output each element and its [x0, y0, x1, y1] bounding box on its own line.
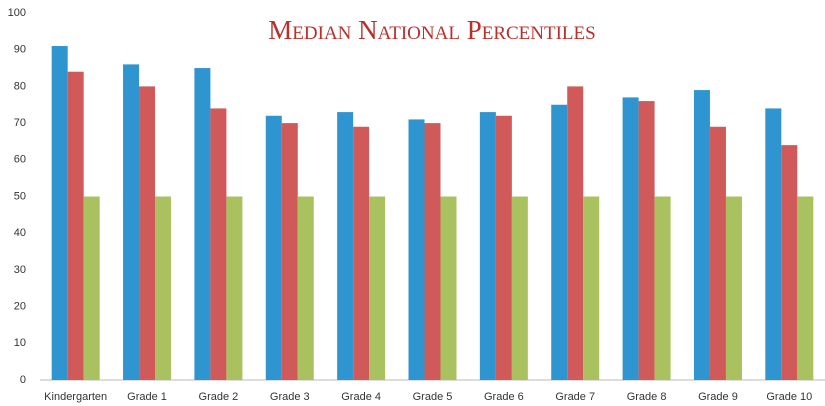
y-tick-label: 20	[14, 301, 26, 313]
bar	[709, 126, 726, 381]
y-tick-label: 50	[14, 190, 26, 202]
bar	[210, 108, 227, 381]
bar	[83, 196, 100, 380]
bar	[693, 90, 710, 380]
bar	[353, 126, 370, 381]
x-tick-label: Grade 10	[766, 391, 812, 403]
bar	[408, 119, 425, 381]
x-tick-label: Grade 4	[341, 391, 381, 403]
bar	[440, 196, 457, 380]
bar	[265, 115, 282, 380]
bar	[797, 196, 814, 380]
x-tick-label: Grade 7	[555, 391, 595, 403]
y-tick-label: 40	[14, 227, 26, 239]
bar	[281, 123, 298, 380]
bar	[337, 112, 354, 380]
bar	[194, 68, 211, 381]
y-tick-label: 90	[14, 44, 26, 56]
bar	[155, 196, 172, 380]
bar	[725, 196, 742, 380]
y-tick-label: 70	[14, 117, 26, 129]
y-tick-label: 10	[14, 337, 26, 349]
bar	[567, 86, 584, 381]
bar	[424, 123, 441, 380]
bar	[226, 196, 243, 380]
bar	[511, 196, 528, 380]
bar	[495, 115, 512, 380]
y-tick-label: 60	[14, 154, 26, 166]
bar	[479, 112, 496, 380]
bar	[369, 196, 386, 380]
x-tick-label: Grade 5	[413, 391, 453, 403]
bar	[622, 97, 639, 380]
bar	[638, 101, 655, 380]
y-tick-label: 80	[14, 80, 26, 92]
bar	[551, 104, 568, 380]
y-tick-label: 30	[14, 264, 26, 276]
bar	[654, 196, 671, 380]
x-tick-label: Grade 9	[698, 391, 738, 403]
chart-title: Median National Percentiles	[268, 15, 595, 45]
bar	[139, 86, 156, 381]
bar	[781, 145, 798, 380]
y-tick-label: 0	[20, 374, 26, 386]
x-tick-label: Grade 2	[199, 391, 239, 403]
y-tick-label: 100	[8, 7, 26, 19]
x-tick-label: Kindergarten	[44, 391, 107, 403]
bar	[765, 108, 782, 381]
bar	[123, 64, 140, 380]
bar	[51, 46, 68, 380]
bar	[583, 196, 600, 380]
bar	[67, 71, 84, 380]
x-tick-label: Grade 3	[270, 391, 310, 403]
bar	[297, 196, 314, 380]
x-tick-label: Grade 1	[127, 391, 167, 403]
x-tick-label: Grade 6	[484, 391, 524, 403]
x-tick-label: Grade 8	[627, 391, 667, 403]
